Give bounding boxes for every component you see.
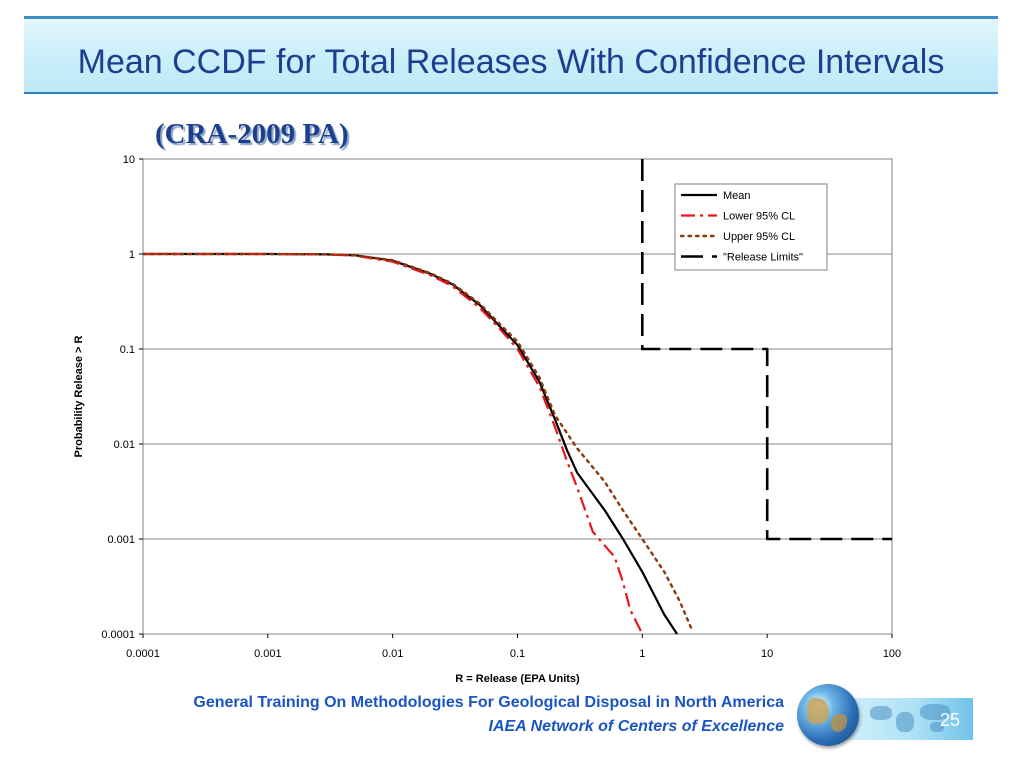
y-tick-label: 0.01 <box>114 439 135 451</box>
y-tick-label: 1 <box>129 249 135 261</box>
x-tick-label: 100 <box>883 648 901 660</box>
slide-title: Mean CCDF for Total Releases With Confid… <box>77 43 945 81</box>
x-tick-label: 0.0001 <box>126 648 160 660</box>
page-number: 25 <box>939 710 961 730</box>
legend-label-lower-95-cl: Lower 95% CL <box>723 211 795 223</box>
y-axis-label: Probability Release > R <box>73 335 85 457</box>
legend-label-mean: Mean <box>723 190 751 202</box>
legend-label-release-limits: "Release Limits" <box>723 252 803 264</box>
footer-network-name: IAEA Network of Centers of Excellence <box>488 718 785 735</box>
title-band: Mean CCDF for Total Releases With Confid… <box>24 16 998 94</box>
series-line-upper-95-cl <box>143 252 694 632</box>
x-axis-label: R = Release (EPA Units) <box>455 673 580 685</box>
y-tick-label: 10 <box>123 154 135 166</box>
x-tick-label: 0.1 <box>510 648 525 660</box>
globe-icon <box>797 684 859 746</box>
series-line-release-limits <box>641 159 892 541</box>
x-tick-label: 10 <box>761 648 773 660</box>
y-tick-label: 0.1 <box>120 344 135 356</box>
footer-training-title: General Training On Methodologies For Ge… <box>193 694 784 711</box>
x-tick-label: 0.001 <box>254 648 282 660</box>
y-tick-label: 0.001 <box>107 534 135 546</box>
x-tick-label: 1 <box>639 648 645 660</box>
x-tick-label: 0.01 <box>382 648 403 660</box>
chart-subtitle: (CRA-2009 PA) <box>155 118 349 150</box>
y-tick-label: 0.0001 <box>101 629 135 641</box>
legend-label-upper-95-cl: Upper 95% CL <box>723 231 795 243</box>
